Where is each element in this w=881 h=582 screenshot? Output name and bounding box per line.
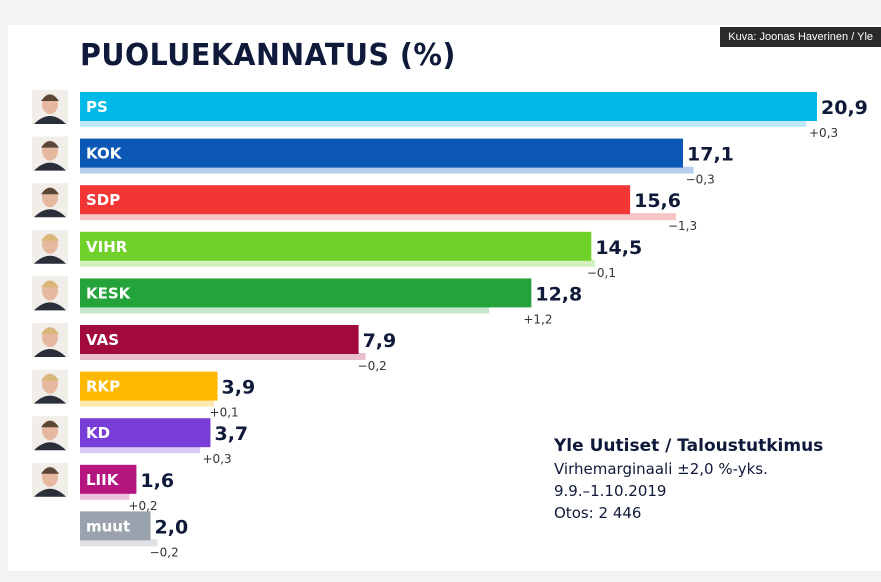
previous-bar [80, 399, 214, 407]
value-label: 12,8 [535, 283, 582, 305]
change-label: −0,3 [686, 173, 715, 187]
change-label: −0,2 [150, 545, 179, 559]
portrait-hair [41, 94, 59, 101]
bar-label-vas: VAS [86, 331, 119, 349]
previous-bar [80, 446, 200, 454]
value-label: 1,6 [140, 470, 174, 492]
chart-title: PUOLUEKANNATUS (%) [80, 38, 456, 73]
portrait-hair [41, 327, 59, 334]
bar-label-kd: KD [86, 424, 110, 442]
value-label: 15,6 [634, 190, 681, 212]
previous-bar [80, 539, 158, 547]
previous-bar [80, 492, 130, 500]
change-label: +1,2 [523, 312, 552, 326]
bar-liik [80, 464, 137, 494]
source-heading: Yle Uutiset / Taloustutkimus [554, 436, 824, 456]
portrait-body [34, 255, 66, 264]
previous-bar [80, 306, 490, 314]
bar-label-liik: LIIK [86, 471, 120, 489]
portrait-body [34, 349, 66, 357]
portrait-hair [41, 420, 59, 428]
bar-ps [80, 92, 817, 121]
portrait-body [34, 488, 66, 497]
change-label: +0,2 [128, 499, 157, 513]
bar-rkp [80, 371, 218, 401]
previous-bar [80, 120, 807, 127]
bar-kesk [80, 278, 532, 308]
value-label: 20,9 [821, 97, 868, 119]
value-label: 2,0 [155, 516, 189, 538]
portrait-body [34, 442, 66, 451]
bar-sdp [80, 185, 631, 215]
previous-bar [80, 166, 694, 174]
bar-label-vihr: VIHR [86, 238, 128, 256]
source-info: Yle Uutiset / Taloustutkimus Virhemargin… [554, 436, 823, 524]
sample-size: Otos: 2 446 [554, 504, 642, 522]
bar-kok [80, 138, 683, 168]
value-label: 17,1 [687, 144, 734, 166]
survey-dates: 9.9.–1.10.2019 [554, 482, 667, 500]
change-label: −0,2 [358, 359, 387, 373]
change-label: −1,3 [668, 219, 697, 233]
portrait-body [34, 302, 66, 311]
change-label: +0,3 [202, 452, 231, 466]
previous-bar [80, 259, 595, 267]
bar-label-ps: PS [86, 98, 108, 116]
value-label: 3,7 [214, 423, 248, 445]
margin-of-error: Virhemarginaali ±2,0 %-yks. [554, 460, 768, 478]
portrait-body [34, 209, 66, 218]
portrait-hair [41, 234, 59, 241]
bar-label-kesk: KESK [86, 284, 132, 302]
bar-label-sdp: SDP [86, 191, 120, 209]
portrait-body [34, 395, 66, 404]
portrait-hair [41, 374, 59, 381]
previous-bar [80, 213, 676, 221]
bar-vihr [80, 231, 592, 261]
bar-label-rkp: RKP [86, 378, 120, 396]
portrait-hair [41, 280, 59, 288]
bar-kd [80, 418, 211, 448]
bar-vas [80, 325, 359, 354]
portrait-body [34, 116, 66, 124]
value-label: 7,9 [363, 330, 397, 352]
portrait-body [34, 162, 66, 171]
value-label: 3,9 [222, 377, 256, 399]
bar-muut [80, 511, 151, 541]
change-label: −0,1 [587, 266, 616, 280]
bar-label-muut: muut [86, 517, 130, 535]
bar-label-kok: KOK [86, 145, 123, 163]
portrait-hair [41, 141, 59, 148]
portrait-hair [41, 187, 59, 195]
photo-credit: Kuva: Joonas Haverinen / Yle [720, 27, 881, 47]
portrait-hair [41, 467, 59, 474]
value-label: 14,5 [595, 237, 642, 259]
change-label: +0,1 [210, 406, 239, 420]
change-label: +0,3 [809, 126, 838, 140]
previous-bar [80, 353, 366, 360]
